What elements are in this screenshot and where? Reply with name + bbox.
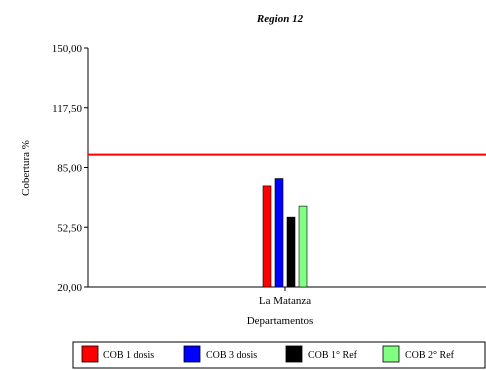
legend-swatch	[382, 345, 400, 363]
legend-label: COB 1° Ref	[308, 350, 358, 361]
x-tick-label: La Matanza	[259, 295, 311, 307]
y-tick-label: 85,00	[57, 163, 82, 175]
y-tick-label: 117,50	[52, 103, 82, 115]
bars	[262, 178, 308, 288]
x-axis-label: Departamentos	[247, 315, 314, 327]
chart-title: Region 12	[256, 13, 304, 25]
legend-label: COB 1 dosis	[103, 350, 154, 361]
legend-swatch	[81, 345, 99, 363]
y-ticks: 20,00 52,50 85,00 117,50 150,00	[52, 43, 88, 294]
legend: COB 1 dosis COB 3 dosis COB 1° Ref COB 2° R…	[72, 341, 486, 369]
x-ticks: La Matanza	[259, 287, 311, 307]
legend-label: COB 2° Ref	[405, 350, 455, 361]
y-tick-label: 20,00	[57, 282, 82, 294]
bar	[262, 185, 272, 288]
legend-box	[72, 341, 486, 369]
legend-swatch	[285, 345, 303, 363]
legend-label: COB 3 dosis	[206, 350, 257, 361]
y-tick-label: 150,00	[52, 43, 83, 55]
bar	[286, 216, 296, 288]
y-axis-label: Cobertura %	[20, 140, 32, 196]
y-tick-label: 52,50	[57, 222, 82, 234]
bar	[274, 178, 284, 288]
bar	[298, 205, 308, 288]
legend-swatch	[183, 345, 201, 363]
